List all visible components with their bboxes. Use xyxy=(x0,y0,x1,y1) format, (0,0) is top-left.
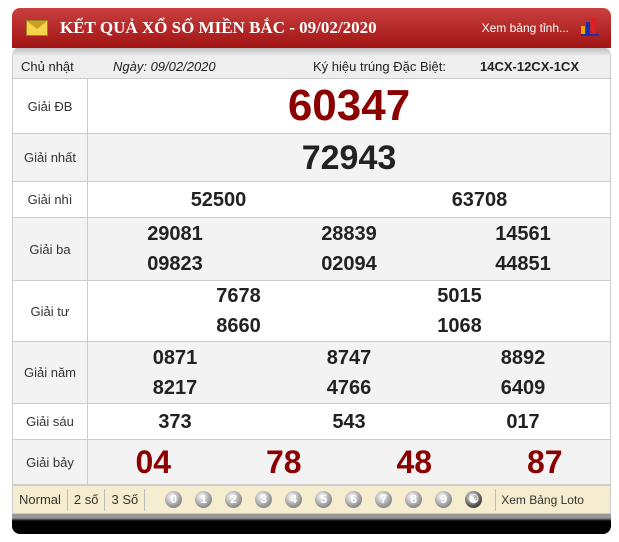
prize-number: 8747 xyxy=(326,346,372,369)
prize-number: 7678 xyxy=(216,285,261,307)
prize-row: Giải nhất 72943 xyxy=(12,133,611,182)
digit-ball-3[interactable]: 3 xyxy=(255,491,273,508)
digit-ball-4[interactable]: 4 xyxy=(285,491,303,508)
prize-number: 28839 xyxy=(321,223,377,245)
prize-number: 09823 xyxy=(147,253,203,275)
prize-row: Giải sáu 373 543 017 xyxy=(12,403,611,440)
prize-numbers: 29081 28839 14561 09823 02094 44851 xyxy=(87,217,611,281)
prize-number: 5015 xyxy=(437,285,482,307)
prize-number: 60347 xyxy=(287,81,411,130)
mode-normal[interactable]: Normal xyxy=(13,488,68,511)
prize-number: 63708 xyxy=(451,188,508,211)
panel-bottom xyxy=(12,514,611,534)
prize-number: 0871 xyxy=(152,346,198,369)
prize-row: Giải ba 29081 28839 14561 09823 02094 44851 xyxy=(12,217,611,281)
yin-yang-icon[interactable]: ☯ xyxy=(465,491,483,508)
view-province-table-link[interactable]: Xem bảng tỉnh... xyxy=(481,21,569,35)
prize-number: 48 xyxy=(396,444,433,480)
prize-label: Giải năm xyxy=(12,341,88,404)
prize-row: Giải năm 0871 8747 8892 8217 4766 6409 xyxy=(12,341,611,404)
prize-number: 44851 xyxy=(495,253,551,275)
prize-numbers: 0871 8747 8892 8217 4766 6409 xyxy=(87,341,611,404)
prize-label: Giải nhất xyxy=(12,133,88,182)
header-divider xyxy=(12,47,611,55)
weekday: Chủ nhật xyxy=(21,59,74,74)
prize-number: 373 xyxy=(158,410,192,433)
chart-icon[interactable] xyxy=(581,16,599,36)
prize-numbers: 04 78 48 87 xyxy=(87,439,611,485)
prize-row: Giải nhì 52500 63708 xyxy=(12,181,611,218)
prize-number: 017 xyxy=(506,410,540,433)
digit-ball-9[interactable]: 9 xyxy=(435,491,453,508)
prize-label: Giải nhì xyxy=(12,181,88,218)
prize-number: 02094 xyxy=(321,253,377,275)
draw-date: Ngày: 09/02/2020 xyxy=(113,59,216,74)
prize-numbers: 52500 63708 xyxy=(87,181,611,218)
prize-label: Giải ba xyxy=(12,217,88,281)
prize-number: 8892 xyxy=(500,346,546,369)
digit-ball-1[interactable]: 1 xyxy=(195,491,213,508)
mode-3-digits[interactable]: 3 Số xyxy=(105,488,146,511)
prize-row: Giải ĐB 60347 xyxy=(12,78,611,134)
prize-number: 6409 xyxy=(500,376,546,399)
digit-ball-0[interactable]: 0 xyxy=(165,491,183,508)
prize-number: 8660 xyxy=(216,315,261,337)
digit-ball-6[interactable]: 6 xyxy=(345,491,363,508)
special-code-label: Ký hiệu trúng Đặc Biệt: xyxy=(313,59,446,74)
special-code: 14CX-12CX-1CX xyxy=(480,59,579,74)
prize-numbers: 373 543 017 xyxy=(87,403,611,440)
prize-number: 29081 xyxy=(147,223,203,245)
results-panel: KẾT QUẢ XỔ SỐ MIỀN BẮC - 09/02/2020 Xem … xyxy=(12,8,611,534)
prize-label: Giải bảy xyxy=(12,439,88,485)
info-row: Chủ nhật Ngày: 09/02/2020 Ký hiệu trúng … xyxy=(12,55,611,78)
prize-row: Giải bảy 04 78 48 87 xyxy=(12,439,611,485)
results-table: Giải ĐB 60347 Giải nhất 72943 Giải nhì 52500 6… xyxy=(12,78,611,485)
prize-row: Giải tư 7678 5015 8660 1068 xyxy=(12,280,611,342)
prize-number: 87 xyxy=(526,444,563,480)
prize-numbers: 72943 xyxy=(87,133,611,182)
prize-number: 14561 xyxy=(495,223,551,245)
prize-label: Giải tư xyxy=(12,280,88,342)
mail-icon xyxy=(26,20,48,36)
view-loto-link[interactable]: Xem Bảng Loto xyxy=(495,488,584,511)
prize-numbers: 60347 xyxy=(87,78,611,134)
digit-ball-7[interactable]: 7 xyxy=(375,491,393,508)
prize-number: 4766 xyxy=(326,376,372,399)
prize-number: 543 xyxy=(332,410,366,433)
mode-2-digits[interactable]: 2 số xyxy=(68,488,106,511)
prize-number: 04 xyxy=(135,444,172,480)
digit-ball-8[interactable]: 8 xyxy=(405,491,423,508)
prize-numbers: 7678 5015 8660 1068 xyxy=(87,280,611,342)
digit-ball-5[interactable]: 5 xyxy=(315,491,333,508)
prize-number: 72943 xyxy=(301,138,397,177)
prize-number: 8217 xyxy=(152,376,198,399)
prize-number: 78 xyxy=(265,444,302,480)
header: KẾT QUẢ XỔ SỐ MIỀN BẮC - 09/02/2020 Xem … xyxy=(12,8,611,48)
prize-number: 1068 xyxy=(437,315,482,337)
prize-label: Giải sáu xyxy=(12,403,88,440)
prize-label: Giải ĐB xyxy=(12,78,88,134)
digit-ball-2[interactable]: 2 xyxy=(225,491,243,508)
page-title: KẾT QUẢ XỔ SỐ MIỀN BẮC - 09/02/2020 xyxy=(60,18,377,37)
prize-number: 52500 xyxy=(190,188,247,211)
